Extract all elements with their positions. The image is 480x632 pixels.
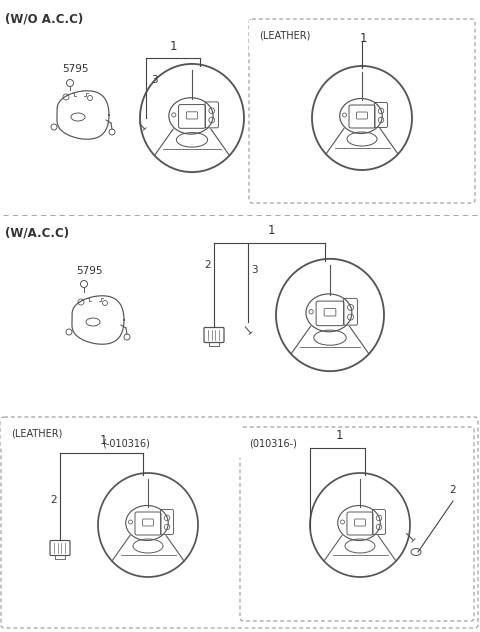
Text: 1: 1 [336, 429, 343, 442]
Text: 2: 2 [449, 485, 456, 495]
Text: (LEATHER): (LEATHER) [259, 30, 311, 40]
Text: (-010316): (-010316) [102, 438, 150, 448]
Text: 1: 1 [170, 40, 178, 53]
Text: 1: 1 [99, 434, 107, 447]
Text: (W/O A.C.C): (W/O A.C.C) [5, 13, 83, 26]
Text: 3: 3 [151, 75, 157, 85]
Text: 1: 1 [267, 224, 275, 237]
Text: (010316-): (010316-) [249, 438, 297, 448]
Text: 1: 1 [360, 32, 368, 45]
Text: 2: 2 [50, 495, 57, 505]
Text: 2: 2 [204, 260, 211, 270]
Text: (LEATHER): (LEATHER) [11, 428, 62, 438]
Text: 5795: 5795 [76, 266, 103, 276]
Text: 3: 3 [251, 265, 258, 275]
Text: (W/A.C.C): (W/A.C.C) [5, 226, 69, 239]
Text: 5795: 5795 [62, 64, 88, 74]
